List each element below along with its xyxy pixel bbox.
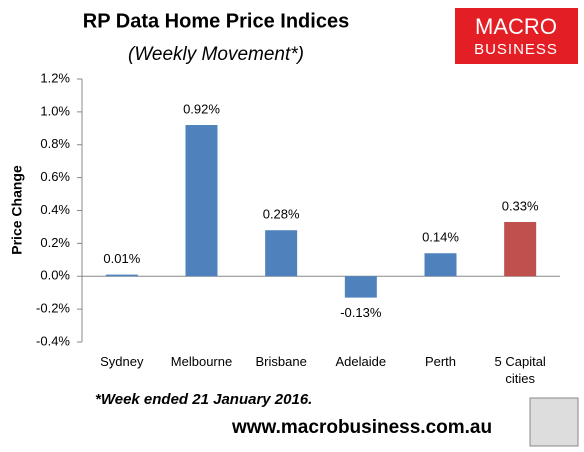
bar — [504, 222, 537, 277]
x-tick-label: 5 Capital cities — [494, 354, 546, 386]
footnote: *Week ended 21 January 2016. — [95, 391, 312, 408]
y-tick-label: 1.0% — [40, 103, 70, 118]
logo-line-2: BUSINESS — [474, 41, 558, 58]
y-tick-label: -0.4% — [36, 333, 70, 348]
y-tick-label: 0.8% — [40, 136, 70, 151]
value-label: 0.01% — [103, 251, 140, 266]
chart-subtitle: (Weekly Movement*) — [128, 44, 304, 65]
logo-box — [455, 8, 578, 64]
x-tick-label: Melbourne — [170, 354, 233, 369]
y-tick-label: 0.4% — [40, 202, 70, 217]
x-tick-label: Adelaide — [335, 354, 387, 369]
website: www.macrobusiness.com.au — [231, 417, 492, 438]
x-tick-label: Sydney — [100, 354, 144, 369]
bar — [344, 276, 377, 298]
bar — [424, 253, 457, 277]
mascot-icon — [529, 397, 579, 447]
bar — [185, 125, 218, 277]
value-label: 0.33% — [502, 198, 539, 213]
y-tick-label: -0.2% — [36, 301, 70, 316]
y-tick-label: 0.2% — [40, 235, 70, 250]
x-tick-label: Brisbane — [255, 354, 307, 369]
y-tick-label: 0.6% — [40, 169, 70, 184]
y-axis-label: Price Change — [9, 165, 25, 255]
value-label: 0.14% — [422, 230, 459, 245]
chart-title: RP Data Home Price Indices — [83, 10, 349, 32]
logo-line-1: MACRO — [475, 14, 557, 39]
bar — [265, 230, 298, 277]
value-label: -0.13% — [340, 305, 382, 320]
x-tick-label: Perth — [424, 354, 457, 369]
value-label: 0.92% — [183, 101, 220, 116]
y-tick-label: 1.2% — [40, 70, 70, 85]
y-tick-label: 0.0% — [40, 268, 70, 283]
bar — [105, 274, 138, 277]
value-label: 0.28% — [263, 207, 300, 222]
